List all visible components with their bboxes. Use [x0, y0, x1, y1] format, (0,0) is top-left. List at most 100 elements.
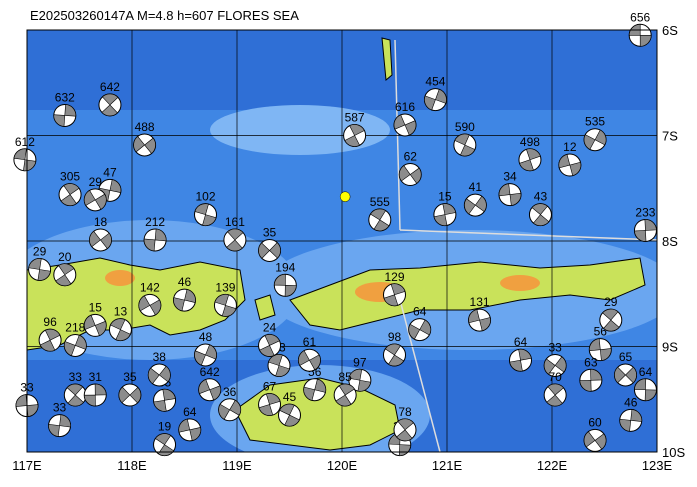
depth-label: 41 [469, 180, 483, 194]
ball-quadrant [348, 368, 363, 381]
ball-quadrant [589, 338, 601, 352]
ball-quadrant [314, 378, 327, 393]
ball-quadrant [94, 383, 107, 396]
ball-quadrant [259, 345, 275, 357]
ball-quadrant [202, 214, 217, 226]
ball-quadrant [602, 308, 619, 321]
depth-label: 33 [548, 340, 562, 354]
depth-label: 64 [183, 405, 197, 419]
ball-quadrant [644, 219, 657, 231]
depth-label: 29 [89, 175, 103, 189]
beachball [58, 183, 82, 207]
depth-label: 67 [263, 380, 277, 394]
beachball [423, 88, 447, 112]
depth-label: 46 [624, 395, 638, 409]
ball-quadrant [460, 144, 476, 157]
ball-quadrant [48, 423, 60, 437]
ball-quadrant [644, 389, 657, 402]
depth-label: 65 [619, 350, 633, 364]
beachball [468, 308, 492, 332]
beachball [198, 378, 222, 402]
ball-quadrant [357, 379, 372, 392]
beachball [583, 128, 607, 152]
beachball [108, 318, 132, 342]
ball-quadrant [83, 189, 96, 206]
depth-label: 60 [588, 415, 602, 429]
ball-quadrant [579, 379, 592, 392]
y-tick-label: 9S [662, 340, 678, 355]
ball-quadrant [594, 129, 607, 146]
ball-quadrant [147, 367, 160, 385]
depth-label: 61 [303, 335, 317, 349]
beachball [619, 408, 643, 432]
ball-quadrant [543, 358, 556, 375]
ball-quadrant [74, 334, 87, 350]
ball-quadrant [526, 148, 541, 161]
ball-quadrant [384, 343, 401, 356]
ball-quadrant [44, 328, 61, 341]
x-tick-label: 121E [432, 458, 463, 473]
ball-quadrant [227, 228, 244, 241]
ball-quadrant [344, 135, 361, 147]
beachball [543, 383, 567, 407]
beachball [278, 403, 301, 427]
y-tick-label: 6S [662, 23, 678, 38]
beachball [258, 238, 282, 262]
depth-label: 642 [100, 80, 120, 94]
ball-quadrant [275, 365, 290, 377]
ball-quadrant [442, 203, 457, 215]
depth-label: 194 [275, 260, 295, 274]
ball-quadrant [468, 309, 480, 324]
beachball [303, 378, 327, 402]
beachball [213, 293, 237, 317]
depth-label: 161 [225, 215, 245, 229]
depth-label: 64 [639, 365, 653, 379]
ball-quadrant [214, 294, 230, 306]
ball-quadrant [335, 394, 352, 407]
depth-label: 218 [65, 320, 85, 334]
depth-label: 18 [94, 215, 108, 229]
ball-quadrant [583, 134, 596, 150]
ball-quadrant [531, 203, 548, 216]
beachball [528, 203, 552, 227]
depth-label: 233 [635, 205, 655, 219]
depth-label: 555 [370, 195, 390, 209]
beachball [143, 228, 167, 252]
ball-quadrant [94, 193, 107, 210]
ball-quadrant [53, 114, 66, 127]
beachball [194, 343, 217, 367]
ball-quadrant [229, 399, 241, 416]
ball-quadrant [265, 393, 281, 405]
ball-quadrant [269, 242, 281, 259]
ball-quadrant [614, 366, 626, 384]
ball-quadrant [15, 394, 28, 407]
depth-label: 48 [199, 330, 213, 344]
depth-label: 47 [103, 165, 117, 179]
depth-label: 38 [153, 350, 167, 364]
ball-quadrant [194, 350, 206, 366]
beachball [173, 288, 196, 312]
ball-quadrant [388, 354, 405, 367]
ball-quadrant [184, 289, 196, 303]
x-tick-label: 120E [327, 458, 358, 473]
ball-quadrant [634, 230, 647, 242]
beachball [453, 133, 477, 157]
beachball [398, 163, 422, 187]
depth-label: 102 [195, 190, 215, 204]
beachball [579, 368, 603, 392]
depth-label: 45 [283, 390, 297, 404]
ball-quadrant [226, 239, 243, 252]
ball-quadrant [583, 431, 596, 448]
depth-label: 454 [425, 75, 445, 89]
ball-quadrant [154, 228, 167, 242]
x-tick-label: 122E [537, 458, 568, 473]
beachball [133, 133, 157, 157]
beachball [633, 378, 657, 402]
x-tick-label: 123E [642, 458, 673, 473]
ball-quadrant [532, 214, 550, 226]
ball-quadrant [194, 203, 209, 215]
depth-label: 64 [514, 335, 528, 349]
depth-label: 46 [178, 275, 192, 289]
beachball [98, 93, 122, 117]
